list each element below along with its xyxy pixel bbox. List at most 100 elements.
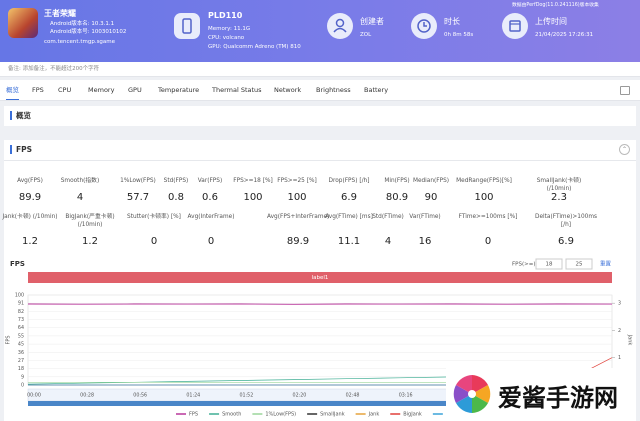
stat-label: Var(FTime) bbox=[409, 214, 441, 220]
legend-label[interactable]: Jank bbox=[368, 412, 380, 418]
app-icon bbox=[8, 8, 38, 38]
tab[interactable]: 概览 bbox=[6, 80, 19, 100]
legend-label[interactable]: Smooth bbox=[222, 412, 241, 418]
device-glyph bbox=[182, 18, 192, 34]
x-tick-label: 00:28 bbox=[80, 393, 94, 399]
x-tick-label: 01:52 bbox=[239, 393, 253, 399]
stat-label: FPS>=18 [%] bbox=[233, 178, 273, 184]
zoom-handle[interactable] bbox=[28, 401, 612, 406]
section-title: FPS bbox=[10, 145, 32, 154]
divider bbox=[4, 160, 636, 161]
tab[interactable]: Battery bbox=[364, 86, 389, 94]
source-note: 数据由PerfDog(11.0.241116)版本收集 bbox=[512, 3, 599, 8]
creator-glyph bbox=[333, 18, 347, 33]
export-icon[interactable] bbox=[620, 86, 630, 95]
stat-value: 57.7 bbox=[126, 192, 150, 203]
tab[interactable]: Brightness bbox=[316, 86, 351, 94]
stat-value: 100 bbox=[287, 192, 307, 203]
y-tick-label: 82 bbox=[18, 309, 24, 315]
tab[interactable]: Thermal Status bbox=[212, 86, 262, 94]
legend-label[interactable]: BigJank bbox=[403, 412, 422, 418]
stat-label: Std(FPS) bbox=[163, 178, 189, 184]
upload-glyph bbox=[509, 20, 521, 32]
creator-value: ZOL bbox=[360, 32, 372, 38]
stat-value: 0 bbox=[150, 236, 158, 247]
stat-label: FPS>=25 [%] bbox=[277, 178, 317, 184]
tab[interactable]: CPU bbox=[58, 86, 72, 94]
y-tick-label: 73 bbox=[18, 317, 24, 323]
y2-tick-label: 3 bbox=[618, 301, 621, 307]
watermark-logo bbox=[453, 375, 491, 413]
watermark: 爱酱手游网 bbox=[446, 368, 636, 421]
tab[interactable]: GPU bbox=[128, 86, 142, 94]
stat-label: Min(FPS) bbox=[384, 178, 410, 184]
duration-value: 0h 8m 58s bbox=[444, 32, 474, 38]
stat-label: Var(FPS) bbox=[197, 178, 223, 184]
label-band-text: label1 bbox=[312, 275, 329, 281]
legend-label[interactable]: SmallJank bbox=[320, 412, 345, 418]
chart-title: FPS bbox=[10, 260, 25, 268]
reset-button[interactable]: 重置 bbox=[600, 260, 612, 268]
legend-label[interactable]: 1%Low(FPS) bbox=[265, 412, 296, 418]
stat-value: 1.2 bbox=[22, 236, 38, 247]
creator-icon bbox=[327, 13, 353, 39]
app-version-name: Android版本名: 10.3.1.1 bbox=[50, 21, 115, 27]
stat-value: 16 bbox=[418, 236, 432, 247]
stat-value: 11.1 bbox=[337, 236, 361, 247]
app-version-code: Android版本号: 1003010102 bbox=[50, 29, 127, 35]
stat-label: FTime>=100ms [%] bbox=[458, 214, 518, 220]
y-tick-label: 36 bbox=[18, 350, 24, 356]
tab[interactable]: Temperature bbox=[158, 86, 200, 94]
note-text[interactable]: 备注: 添加备注，不能超过200个字符 bbox=[8, 66, 100, 72]
threshold-input[interactable] bbox=[535, 258, 563, 270]
tab-bar: 概览 FPS CPU Memory GPU Temperature Thermal Stat… bbox=[0, 80, 640, 101]
collapse-button[interactable]: ⌃ bbox=[619, 144, 630, 155]
stat-label: Drop(FPS) [/h] bbox=[328, 178, 370, 184]
stat-value: 0.8 bbox=[168, 192, 184, 203]
tab[interactable]: FPS bbox=[32, 86, 44, 94]
legend-label[interactable]: FPS bbox=[189, 412, 198, 418]
tab[interactable]: Memory bbox=[88, 86, 115, 94]
stat-value: 89.9 bbox=[286, 236, 310, 247]
app-name: 王者荣耀 bbox=[44, 9, 76, 18]
x-tick-label: 02:48 bbox=[346, 393, 360, 399]
device-icon bbox=[174, 13, 200, 39]
stat-label: Avg(FTime) [ms] bbox=[325, 214, 373, 220]
device-name: PLD110 bbox=[208, 11, 243, 20]
y-tick-label: 27 bbox=[18, 358, 24, 364]
stat-value: 6.9 bbox=[341, 192, 357, 203]
stat-value: 1.2 bbox=[82, 236, 98, 247]
x-tick-label: 01:24 bbox=[186, 393, 200, 399]
stat-value: 100 bbox=[474, 192, 494, 203]
stat-value: 0 bbox=[484, 236, 492, 247]
x-tick-label: 00:56 bbox=[133, 393, 147, 399]
x-tick-label: 00:00 bbox=[27, 393, 41, 399]
app-package: com.tencent.tmgp.sgame bbox=[44, 39, 116, 45]
section-title: 概览 bbox=[10, 111, 31, 120]
y-tick-label: 45 bbox=[18, 342, 24, 348]
stat-label: 1%Low(FPS) bbox=[120, 178, 156, 184]
stat-label: SmallJank(卡顿) (/10min) bbox=[536, 178, 582, 192]
stat-label: BigJank(严重卡顿) (/10min) bbox=[65, 214, 115, 228]
y-axis-label: FPS bbox=[6, 335, 12, 344]
threshold-label: FPS(>=) bbox=[512, 262, 535, 268]
stat-value: 90 bbox=[424, 192, 438, 203]
threshold-value: 25 bbox=[576, 262, 583, 268]
stat-value: 4 bbox=[384, 236, 392, 247]
duration-glyph bbox=[417, 19, 431, 33]
stat-value: 4 bbox=[76, 192, 84, 203]
label-band bbox=[28, 272, 612, 283]
y-tick-label: 9 bbox=[21, 374, 24, 380]
threshold-value: 18 bbox=[546, 262, 553, 268]
tab[interactable]: Network bbox=[274, 86, 302, 94]
stat-label: MedRange(FPS)[%] bbox=[456, 178, 512, 184]
y-tick-label: 91 bbox=[18, 301, 24, 307]
creator-label: 创建者 bbox=[360, 17, 384, 26]
stat-label: Avg(FPS+InterFrame) bbox=[267, 214, 330, 220]
upload-value: 21/04/2025 17:26:31 bbox=[535, 32, 594, 38]
threshold-input[interactable] bbox=[565, 258, 593, 270]
stat-label: Median(FPS) bbox=[412, 178, 450, 184]
y-tick-label: 55 bbox=[18, 333, 24, 339]
stat-value: 80.9 bbox=[385, 192, 409, 203]
